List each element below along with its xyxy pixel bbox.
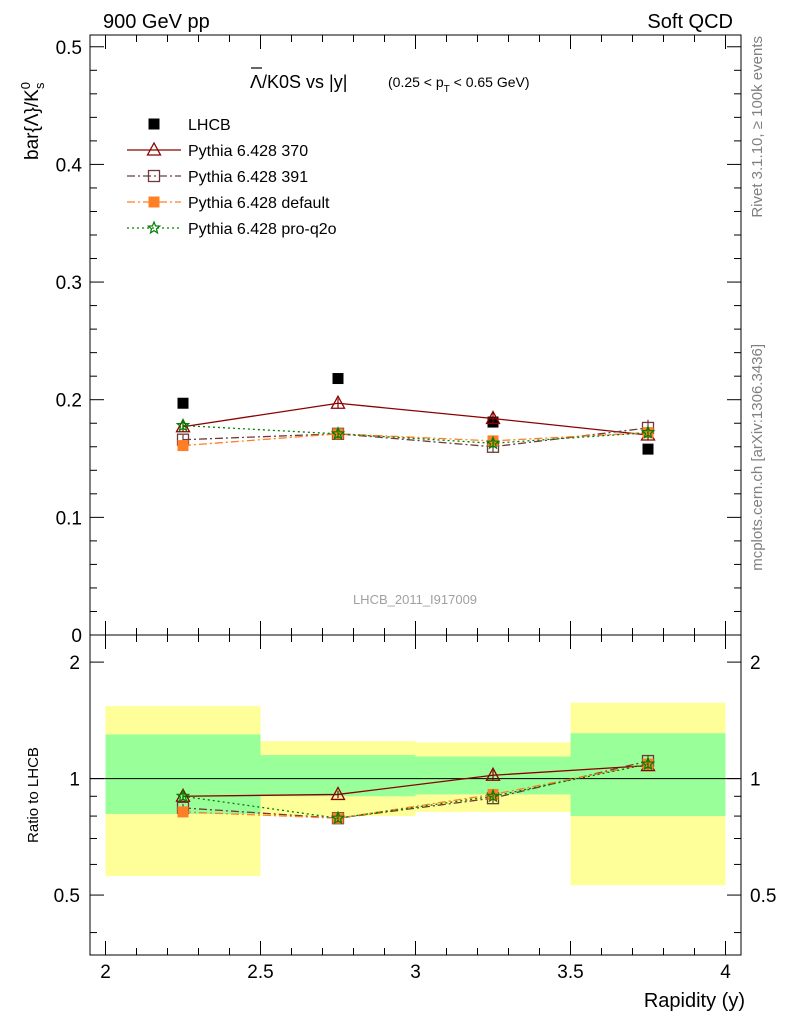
main-axis-ticks	[90, 35, 741, 636]
title-cut-suffix: < 0.65 GeV)	[450, 74, 530, 90]
legend-label-2: Pythia 6.428 391	[188, 169, 308, 186]
main-y-axis-label-main: bar{Λ}/K	[22, 89, 43, 160]
main-point-0-3	[642, 443, 654, 455]
ratio-point-0-2	[485, 766, 501, 781]
rivet-version-label: Rivet 3.1.10, ≥ 100k events	[749, 36, 766, 218]
xtick-label: 4	[720, 962, 731, 983]
main-ytick-label: 0.2	[56, 391, 82, 412]
ratio-ytick-label-right: 0.5	[750, 886, 776, 907]
ratio-series-line-2	[182, 763, 649, 819]
title-main: /K0S vs |y|	[262, 72, 347, 92]
legend-entry-3: Pythia 6.428 default	[127, 195, 330, 212]
ratio-point-3-1	[330, 810, 346, 825]
legend-label-1: Pythia 6.428 370	[188, 143, 308, 160]
main-series-line-3	[182, 431, 649, 447]
ratio-ytick-label-right: 2	[750, 653, 761, 674]
main-y-axis-label-sub: s	[32, 82, 47, 89]
main-ytick-label: 0.5	[56, 38, 82, 59]
ratio-panel: 0.5 0.5 1 1 2 2 2 2.5 3 3.5 4 Ratio to LHCB Rapidi…	[25, 634, 777, 1012]
legend-entry-1: Pythia 6.428 370	[127, 141, 308, 160]
title-lambda: Λ	[250, 72, 262, 92]
main-point-1-1	[330, 394, 346, 409]
ratio-y-axis-label: Ratio to LHCB	[25, 747, 42, 843]
watermark: LHCB_2011_I917009	[353, 592, 477, 607]
legend-marker-3	[148, 196, 160, 208]
ratio-point-0-1	[330, 786, 346, 801]
main-ytick-label: 0.1	[56, 508, 82, 529]
legend-entry-2: Pythia 6.428 391	[127, 169, 308, 186]
xtick-label: 2	[100, 962, 111, 983]
header-left-label: 900 GeV pp	[103, 11, 210, 33]
main-tick-labels: 0 0.1 0.2 0.3 0.4 0.5	[56, 38, 83, 647]
main-point-4-0	[175, 417, 191, 432]
main-panel: 0 0.1 0.2 0.3 0.4 0.5 Λ/K0S vs |y| (0.25 < pT…	[18, 34, 742, 647]
title-cut-sub: T	[444, 84, 450, 95]
ratio-point-2-0	[177, 806, 189, 818]
title-cut-prefix: (0.25 < p	[388, 74, 444, 90]
main-series-group	[175, 373, 656, 455]
main-point-4-3	[640, 424, 656, 439]
mcplots-label: mcplots.cern.ch [arXiv:1306.3436]	[749, 344, 766, 571]
ratio-point-0-0	[175, 787, 191, 802]
main-ytick-label: 0.4	[56, 155, 83, 176]
ratio-band-green-1	[260, 755, 416, 797]
ratio-point-3-2	[485, 788, 501, 803]
main-point-0-1	[332, 373, 344, 385]
main-point-3-0	[177, 440, 189, 452]
ratio-ytick-label-right: 1	[750, 770, 761, 791]
main-series-3	[177, 426, 654, 452]
ratio-tick-labels: 0.5 0.5 1 1 2 2 2 2.5 3 3.5 4	[54, 653, 777, 983]
main-series-1	[175, 394, 656, 441]
plot-title: Λ/K0S vs |y| (0.25 < pT < 0.65 GeV)	[250, 67, 530, 95]
main-series-line-1	[182, 402, 649, 436]
svg-text:Λ/K0S vs |y|: Λ/K0S vs |y|	[250, 72, 347, 92]
xtick-label: 3.5	[557, 962, 583, 983]
main-point-0-0	[177, 397, 189, 409]
svg-text:(0.25 < pT < 0.65 GeV): (0.25 < pT < 0.65 GeV)	[388, 74, 530, 95]
ratio-point-3-0	[175, 788, 191, 803]
legend-marker-4	[146, 220, 162, 235]
main-point-1-2	[485, 410, 501, 425]
main-ytick-label: 0	[71, 626, 82, 647]
ratio-point-3-3	[640, 756, 656, 771]
legend-marker-2	[147, 169, 161, 183]
ratio-frame	[89, 634, 742, 956]
legend-label-4: Pythia 6.428 pro-q2o	[188, 221, 337, 238]
ratio-ytick-label: 1	[69, 770, 80, 791]
main-series-4	[175, 417, 656, 450]
ratio-series-group	[175, 754, 656, 825]
main-y-axis-label-sup: 0	[18, 82, 33, 89]
main-y-axis-label: bar{Λ}/K0s	[18, 82, 47, 160]
legend-label-3: Pythia 6.428 default	[188, 195, 330, 212]
ratio-ytick-label: 2	[69, 653, 80, 674]
legend-entry-0: LHCB	[148, 117, 231, 134]
ratio-bands	[105, 702, 726, 886]
main-series-2	[176, 419, 655, 453]
x-axis-label: Rapidity (y)	[644, 990, 745, 1012]
legend-entry-4: Pythia 6.428 pro-q2o	[127, 220, 337, 238]
legend-marker-1	[146, 141, 162, 156]
main-point-4-2	[485, 435, 501, 450]
main-series-0	[177, 373, 654, 455]
ratio-ytick-label: 0.5	[54, 886, 80, 907]
legend: LHCB Pythia 6.428 370 Pythia 6.428 391 Pyth…	[127, 117, 337, 238]
xtick-label: 3	[410, 962, 421, 983]
header-right-label: Soft QCD	[647, 11, 733, 33]
main-ytick-label: 0.3	[56, 273, 82, 294]
ratio-series-line-0	[182, 764, 649, 797]
legend-marker-0	[148, 118, 160, 130]
ratio-series-3	[175, 756, 656, 825]
legend-label-0: LHCB	[188, 117, 231, 134]
xtick-label: 2.5	[247, 962, 273, 983]
ratio-band-green-3	[570, 733, 726, 817]
main-point-4-1	[330, 426, 346, 441]
